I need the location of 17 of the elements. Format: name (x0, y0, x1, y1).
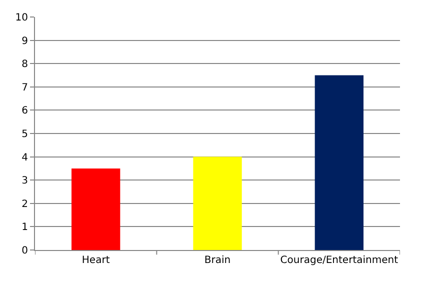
y-tick-label: 7 (22, 82, 28, 94)
x-tick-label: Courage/Entertainment (280, 255, 398, 266)
bar (314, 75, 364, 250)
y-tick-label: 6 (22, 106, 28, 117)
y-tick-label: 5 (22, 129, 28, 140)
y-tick-label: 3 (22, 176, 28, 187)
y-tick-label: 9 (22, 36, 28, 47)
bar (72, 168, 120, 250)
y-tick-label: 10 (15, 12, 28, 24)
y-tick-label: 4 (22, 152, 28, 164)
x-tick-label: Brain (204, 255, 231, 266)
y-tick-label: 1 (22, 222, 28, 234)
y-tick-label: 0 (22, 246, 28, 256)
bar (193, 156, 242, 250)
x-tick-label: Heart (82, 255, 110, 266)
y-tick-label: 8 (22, 59, 28, 70)
y-tick-label: 2 (22, 198, 28, 210)
